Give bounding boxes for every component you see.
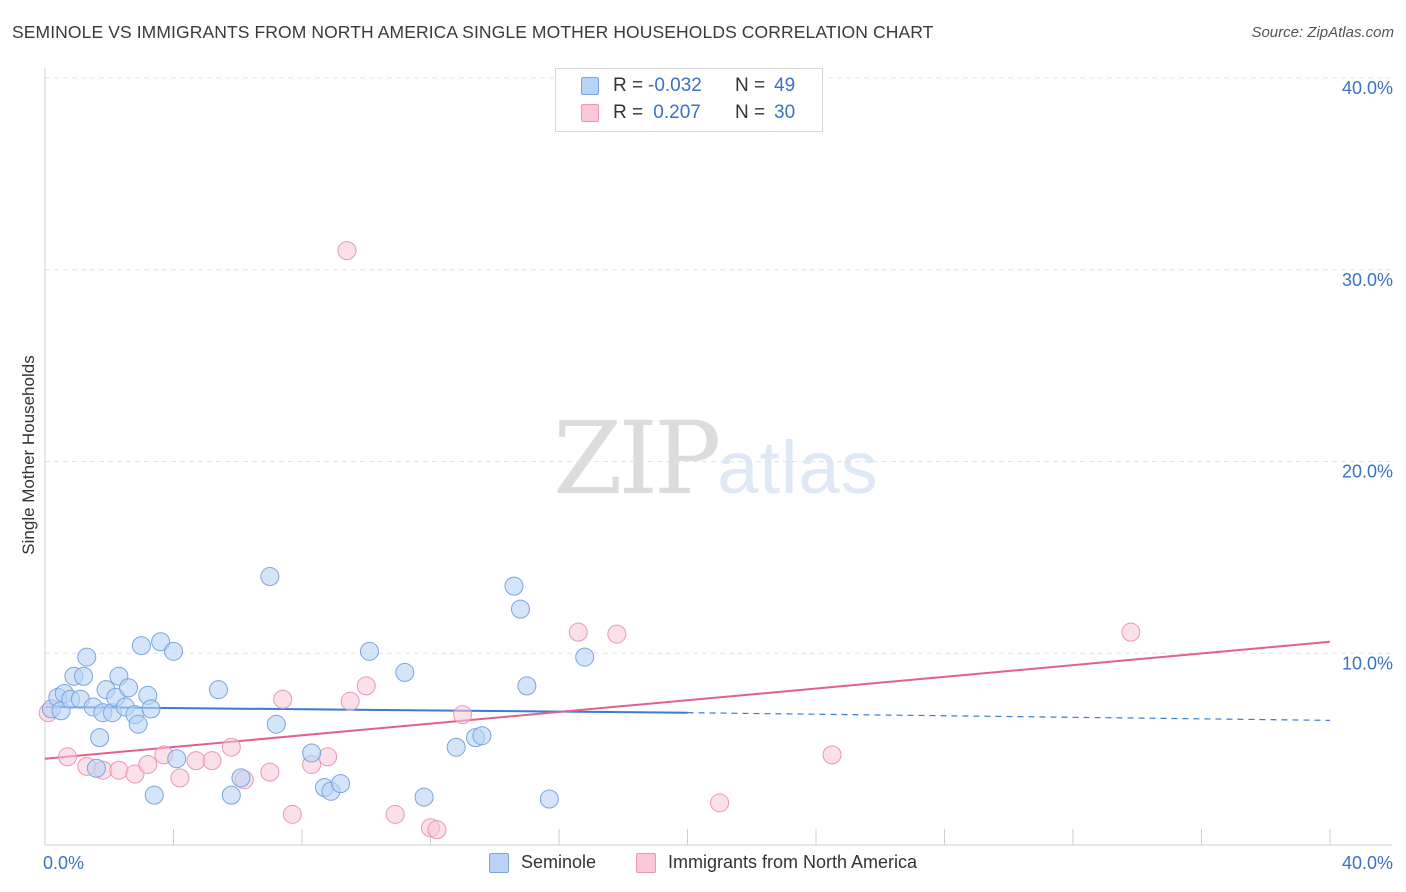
source-label: Source: ZipAtlas.com xyxy=(1251,24,1394,41)
point-immigrants xyxy=(1121,622,1141,642)
point-seminole xyxy=(414,787,434,807)
axes xyxy=(44,68,1392,846)
point-seminole xyxy=(119,678,139,698)
point-immigrants xyxy=(822,745,842,765)
point-immigrants xyxy=(282,804,302,824)
point-immigrants xyxy=(260,762,280,782)
grid-lines xyxy=(45,77,1392,654)
point-immigrants xyxy=(385,804,405,824)
point-seminole xyxy=(74,666,94,686)
legend-r-label: R = xyxy=(613,75,644,96)
point-immigrants xyxy=(138,754,158,774)
trend-line-immigrants xyxy=(44,640,1331,760)
chart-title: SEMINOLE VS IMMIGRANTS FROM NORTH AMERIC… xyxy=(12,22,934,42)
legend-n-value: 30 xyxy=(774,102,796,123)
y-tick-label: 40.0% xyxy=(1342,78,1393,98)
point-immigrants xyxy=(57,747,77,767)
point-immigrants xyxy=(202,751,222,771)
point-seminole xyxy=(395,662,415,682)
data-points xyxy=(38,241,1141,840)
point-seminole xyxy=(151,632,171,652)
point-immigrants xyxy=(427,820,447,840)
point-immigrants xyxy=(186,751,206,771)
legend-r-value: -0.032 xyxy=(648,75,702,96)
legend-r-value: 0.207 xyxy=(648,102,701,123)
point-seminole xyxy=(86,758,106,778)
x-tick-label: 40.0% xyxy=(1342,853,1393,873)
point-immigrants xyxy=(568,622,588,642)
point-immigrants xyxy=(453,705,473,725)
tick-labels: 10.0% 20.0% 30.0% 40.0% 0.0% 40.0% xyxy=(43,78,1393,873)
point-seminole xyxy=(77,647,97,667)
bottom-legend-swatch-seminole xyxy=(489,853,509,873)
point-seminole xyxy=(266,714,286,734)
point-seminole xyxy=(221,785,241,805)
point-seminole xyxy=(446,737,466,757)
legend-r-label: R = xyxy=(613,102,644,123)
y-tick-label: 30.0% xyxy=(1342,270,1393,290)
bottom-legend-label-immigrants: Immigrants from North America xyxy=(668,852,918,872)
watermark-atlas: atlas xyxy=(717,426,879,509)
point-immigrants xyxy=(170,768,190,788)
legend-n-label: N = xyxy=(735,102,766,123)
point-immigrants xyxy=(340,691,360,711)
point-immigrants xyxy=(337,241,357,261)
point-immigrants xyxy=(109,760,129,780)
point-immigrants xyxy=(607,624,627,644)
point-seminole xyxy=(144,785,164,805)
point-seminole xyxy=(331,774,351,794)
point-immigrants xyxy=(273,689,293,709)
watermark: ZIPatlas xyxy=(553,400,879,517)
y-tick-label: 10.0% xyxy=(1342,653,1393,673)
point-immigrants xyxy=(125,764,145,784)
point-seminole xyxy=(539,789,559,809)
point-immigrants xyxy=(221,737,241,757)
point-seminole xyxy=(517,676,537,696)
correlation-legend: R = -0.032 N = 49 R = 0.207 N = 30 xyxy=(555,68,823,132)
x-tick-label: 0.0% xyxy=(43,853,84,873)
point-seminole xyxy=(90,728,110,748)
legend-n-value: 49 xyxy=(774,75,796,96)
trend-line-seminole-extension xyxy=(687,712,1331,721)
point-seminole xyxy=(231,768,251,788)
point-seminole xyxy=(128,714,148,734)
point-seminole xyxy=(164,641,183,661)
point-seminole xyxy=(575,647,595,667)
point-seminole xyxy=(208,680,228,700)
point-seminole xyxy=(131,636,151,656)
watermark-zip: ZIP xyxy=(553,400,721,517)
legend-n-label: N = xyxy=(735,75,766,96)
point-immigrants xyxy=(710,793,730,813)
point-seminole xyxy=(302,743,322,763)
point-seminole xyxy=(167,749,187,769)
point-seminole xyxy=(141,699,161,719)
point-immigrants xyxy=(318,747,338,767)
legend-swatch-seminole xyxy=(581,77,599,95)
point-immigrants xyxy=(356,676,376,696)
point-seminole xyxy=(472,726,492,746)
bottom-legend-swatch-immigrants xyxy=(636,853,656,873)
point-seminole xyxy=(510,599,530,619)
y-tick-label: 20.0% xyxy=(1342,462,1393,482)
legend-swatch-immigrants xyxy=(581,104,599,122)
point-seminole xyxy=(359,641,379,661)
point-seminole xyxy=(260,567,280,587)
bottom-legend-label-seminole: Seminole xyxy=(521,852,597,872)
point-seminole xyxy=(504,576,524,596)
